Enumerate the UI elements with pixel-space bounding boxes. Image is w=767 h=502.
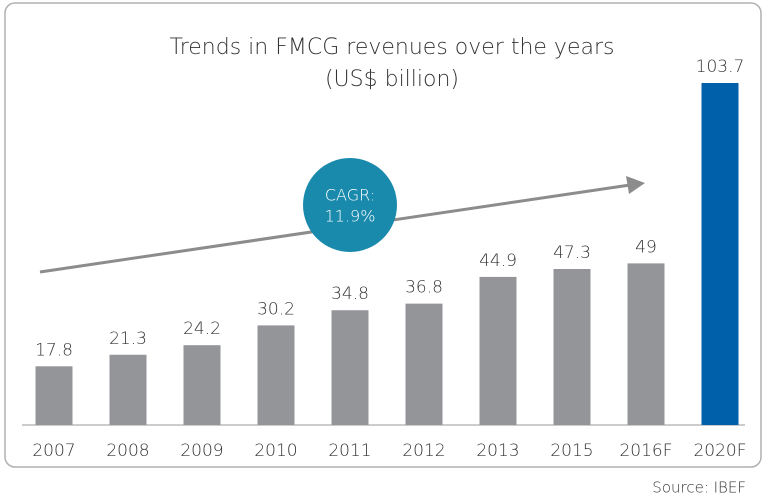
bar bbox=[405, 303, 443, 425]
bar bbox=[553, 269, 591, 425]
value-label: 17.8 bbox=[35, 340, 73, 360]
bar bbox=[183, 345, 221, 425]
x-tick-label: 2015 bbox=[550, 441, 593, 461]
value-label: 24.2 bbox=[183, 319, 221, 339]
value-label: 36.8 bbox=[405, 278, 443, 298]
value-label: 34.8 bbox=[331, 284, 369, 304]
x-tick-label: 2011 bbox=[328, 441, 371, 461]
cagr-label: CAGR: bbox=[325, 186, 375, 205]
x-tick-label: 2020F bbox=[693, 441, 746, 461]
chart-frame bbox=[4, 2, 762, 468]
value-label: 103.7 bbox=[696, 57, 745, 77]
bar bbox=[331, 310, 369, 425]
source: Source: IBEF bbox=[652, 479, 746, 497]
x-tick-label: 2010 bbox=[254, 441, 297, 461]
bar bbox=[479, 276, 517, 425]
bar bbox=[35, 366, 73, 425]
value-label: 30.2 bbox=[257, 299, 295, 319]
bar bbox=[701, 83, 739, 425]
x-tick-label: 2009 bbox=[180, 441, 223, 461]
bar bbox=[109, 354, 147, 425]
x-tick-label: 2013 bbox=[476, 441, 519, 461]
value-label: 47.3 bbox=[553, 243, 591, 263]
cagr-value: 11.9% bbox=[325, 207, 376, 226]
value-label: 21.3 bbox=[109, 329, 147, 349]
value-label: 49 bbox=[635, 237, 657, 257]
value-label: 44.9 bbox=[479, 251, 517, 271]
trend-arrow-head bbox=[626, 176, 645, 194]
bar bbox=[257, 325, 295, 425]
x-tick-label: 2007 bbox=[32, 441, 75, 461]
cagr-badge bbox=[303, 158, 397, 252]
chart-subtitle: (US$ billion) bbox=[325, 67, 459, 92]
x-tick-label: 2012 bbox=[402, 441, 445, 461]
chart-title: Trends in FMCG revenues over the years bbox=[170, 35, 615, 60]
x-tick-label: 2016F bbox=[619, 441, 672, 461]
x-tick-label: 2008 bbox=[106, 441, 149, 461]
bar bbox=[627, 263, 665, 425]
